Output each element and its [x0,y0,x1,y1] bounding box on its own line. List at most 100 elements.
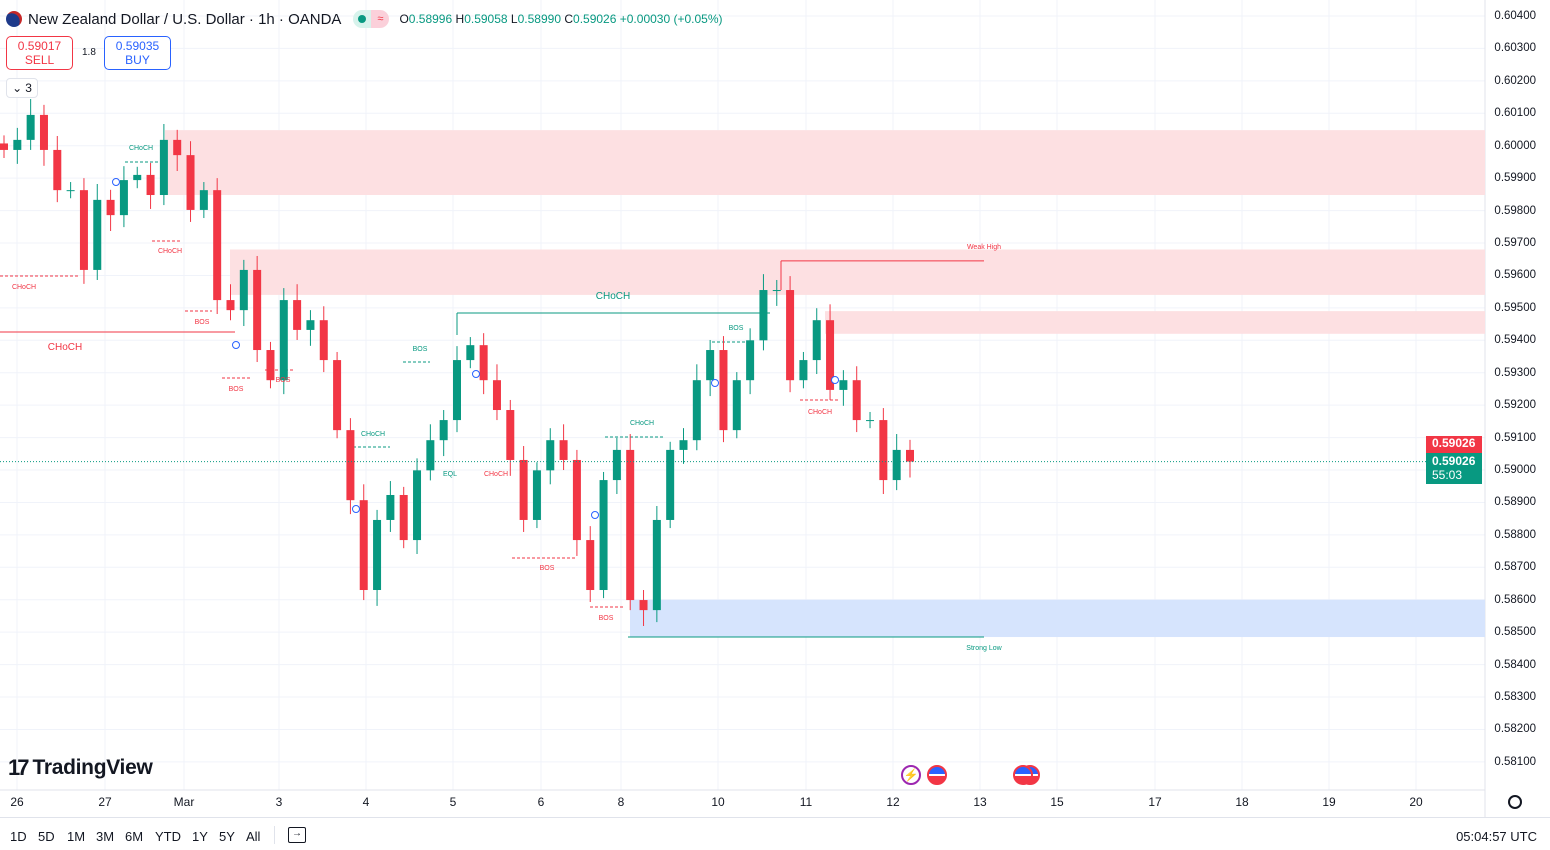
time-tick: 18 [1235,795,1249,809]
swing-marker [352,505,360,513]
candle-body [799,360,808,381]
choch-major-label: CHoCH [595,291,631,302]
swing-marker [591,511,599,519]
candle-body [666,449,675,520]
candle-body [93,199,102,270]
candle-body [892,449,901,481]
candle-body [319,320,328,361]
price-tick: 0.59800 [1494,204,1536,217]
candle-body [119,180,128,216]
candle-body [546,440,555,471]
sell-button[interactable]: 0.59017 SELL [6,36,73,70]
status-pill[interactable]: ≈ [353,10,390,28]
candle-body [879,420,888,481]
time-tick: 11 [799,795,813,809]
candle-body [239,269,248,311]
swing-marker [112,178,120,186]
chevron-down-icon: ⌄ [12,81,23,95]
candle-body [839,380,848,390]
price-tick: 0.58200 [1494,723,1536,736]
candle-body [559,440,568,460]
choch-label: CHoCH [11,284,37,291]
range-button-3m[interactable]: 3M [96,829,115,844]
candle-body [13,139,22,150]
time-tick: 26 [10,795,24,809]
us-event-flag-icon[interactable] [927,765,947,785]
supply-zone [825,311,1485,334]
choch-label: CHoCH [483,471,509,478]
time-tick: Mar [173,795,195,809]
bos-label: BOS [228,386,244,393]
candle-body [812,320,821,361]
settings-gear-icon[interactable] [1508,795,1522,809]
supply-zone [230,249,1485,295]
price-tick: 0.59000 [1494,464,1536,477]
time-tick: 15 [1050,795,1064,809]
price-tick: 0.58400 [1494,658,1536,671]
candle-body [732,380,741,431]
range-button-5d[interactable]: 5D [38,829,55,844]
candle-body [572,459,581,541]
range-button-1y[interactable]: 1Y [192,829,208,844]
bos-label: BOS [412,346,428,353]
range-button-1d[interactable]: 1D [10,829,27,844]
candle-body [279,300,288,381]
candle-body [133,174,142,181]
symbol-header: New Zealand Dollar / U.S. Dollar · 1h · … [6,10,723,28]
candle-body [346,430,355,501]
time-tick: 12 [886,795,900,809]
candle-body [746,340,755,381]
event-lightning-icon[interactable]: ⚡ [901,765,921,785]
price-tick: 0.60200 [1494,74,1536,87]
range-button-all[interactable]: All [246,829,261,844]
utc-clock[interactable]: 05:04:57 UTC [1456,829,1537,844]
range-button-1m[interactable]: 1M [67,829,86,844]
candle-body [146,174,155,196]
symbol-title[interactable]: New Zealand Dollar / U.S. Dollar · 1h · … [28,10,342,28]
time-tick: 19 [1322,795,1336,809]
candle-body [306,320,315,330]
goto-date-calendar-icon[interactable]: → [288,827,306,843]
nzd-usd-flag-icon [6,11,22,27]
price-tick: 0.60300 [1494,42,1536,55]
candle-body [706,350,715,381]
candle-body [439,420,448,441]
candle-body [466,345,475,361]
range-button-5y[interactable]: 5Y [219,829,235,844]
range-button-ytd[interactable]: YTD [155,829,181,844]
tradingview-logo[interactable]: 17 TradingView [8,755,153,780]
last-price-badge: 0.59026 [1426,436,1482,453]
candle-body [426,440,435,471]
price-tick: 0.59600 [1494,269,1536,282]
delayed-data-icon: ≈ [371,10,390,28]
candle-body [226,300,235,311]
eql-label: EQL [442,471,458,478]
range-button-6m[interactable]: 6M [125,829,144,844]
price-tick: 0.58700 [1494,561,1536,574]
candle-body [492,380,501,411]
price-tick: 0.60100 [1494,107,1536,120]
us-event-flag-icon[interactable] [1013,765,1033,785]
buy-button[interactable]: 0.59035 BUY [104,36,171,70]
indicators-toggle[interactable]: ⌄ 3 [6,78,38,98]
choch-label: CHoCH [807,409,833,416]
bottom-toolbar: 1D 5D 1M 3M 6M YTD 1Y 5Y All → 05:04:57 UTC [0,817,1550,850]
tv-logo-icon: 17 [8,755,30,780]
time-tick: 27 [98,795,112,809]
choch-label: CHoCH [47,342,83,353]
candle-body [532,470,541,520]
bos-label: BOS [539,565,555,572]
candle-body [786,290,795,381]
price-tick: 0.58300 [1494,691,1536,704]
swing-marker [711,379,719,387]
candle-body [173,139,182,156]
candle-body [159,139,168,196]
candle-body [293,300,302,330]
price-tick: 0.58600 [1494,593,1536,606]
ohlc-readout: O0.58996 H0.59058 L0.58990 C0.59026 +0.0… [399,12,723,26]
weak-high-label: Weak High [966,244,1002,251]
price-tick: 0.59500 [1494,301,1536,314]
candle-body [639,600,648,611]
candle-body [266,350,275,381]
